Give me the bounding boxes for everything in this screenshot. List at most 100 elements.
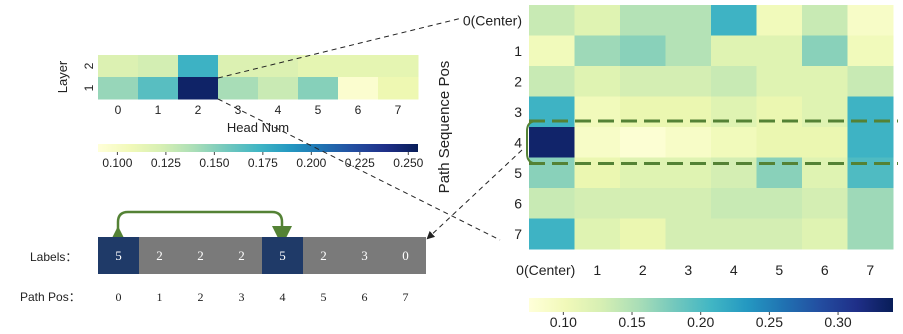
big-xtick: 1: [593, 262, 601, 278]
big-heatmap-cell: [711, 218, 757, 250]
label-cell: 5: [98, 237, 139, 274]
big-heatmap-cell: [756, 66, 803, 97]
small-xtick: 2: [195, 103, 202, 117]
big-colorbar: [529, 298, 893, 312]
small-heatmap-cell: [218, 77, 259, 100]
big-ylabel: Path Sequence Pos: [436, 61, 453, 194]
big-heatmap-cell: [847, 188, 894, 219]
path-pos-label: 1: [156, 290, 163, 304]
big-heatmap-cell: [711, 96, 757, 128]
small-xtick: 3: [235, 103, 242, 117]
path-pos-label: 2: [197, 290, 204, 304]
small-heatmap-cell: [378, 77, 419, 100]
big-heatmap-cell: [620, 218, 666, 250]
small-colorbar-tick: 0.225: [345, 156, 375, 170]
small-heatmap-cell: [138, 55, 179, 78]
small-xtick: 7: [395, 103, 402, 117]
small-ylabel: Layer: [55, 60, 70, 93]
big-heatmap-cell: [529, 127, 575, 158]
big-heatmap-cell: [711, 127, 757, 158]
big-heatmap-cell: [802, 127, 848, 158]
big-ytick: 2: [514, 73, 522, 89]
big-heatmap-cell: [620, 188, 666, 219]
big-heatmap-cell: [802, 35, 848, 67]
big-heatmap-cell: [756, 96, 803, 128]
big-heatmap-cell: [665, 127, 712, 158]
small-heatmap-cell: [258, 77, 299, 100]
big-ytick: 7: [514, 226, 522, 242]
small-xlabel: Head Num: [227, 120, 289, 135]
big-colorbar-tick: 0.10: [550, 314, 577, 330]
label-cell: 2: [221, 237, 262, 274]
small-colorbar-tick: 0.175: [248, 156, 278, 170]
big-heatmap-cell: [847, 5, 894, 36]
big-heatmap-cell: [665, 66, 712, 97]
big-heatmap-cell: [665, 5, 712, 36]
big-ytick: 4: [514, 134, 522, 150]
small-heatmap-cell: [378, 55, 419, 78]
relation-arrow: [108, 210, 292, 246]
label-cell: 3: [344, 237, 385, 274]
big-heatmap-cell: [620, 96, 666, 128]
small-heatmap-cell: [178, 55, 219, 78]
path-pos-label: 4: [279, 290, 286, 304]
big-heatmap-cell: [847, 66, 894, 97]
big-heatmap-cell: [711, 5, 757, 36]
small-colorbar: [98, 144, 418, 152]
small-heatmap-cell: [298, 77, 339, 100]
big-heatmap-cell: [802, 218, 848, 250]
big-heatmap-cell: [529, 5, 575, 36]
path-pos-title: Path Pos：: [20, 290, 81, 304]
big-heatmap-cell: [665, 188, 712, 219]
small-xtick: 1: [155, 103, 162, 117]
big-xtick: 7: [866, 262, 874, 278]
label-cell: 5: [262, 237, 303, 274]
big-heatmap-cell: [574, 5, 621, 36]
big-xtick: 5: [775, 262, 783, 278]
big-heatmap-cell: [802, 96, 848, 128]
label-cell: 0: [385, 237, 426, 274]
big-heatmap-cell: [574, 96, 621, 128]
big-heatmap-cell: [847, 35, 894, 67]
big-heatmap-cell: [574, 66, 621, 97]
big-heatmap-cell: [620, 5, 666, 36]
big-xtick: 0(Center): [516, 262, 575, 278]
big-heatmap-cell: [574, 35, 621, 67]
big-heatmap-cell: [711, 66, 757, 97]
small-colorbar-tick: 0.200: [296, 156, 326, 170]
label-cell: 2: [303, 237, 344, 274]
highlight-box-left: [526, 120, 538, 165]
big-colorbar-tick: 0.20: [687, 314, 714, 330]
big-heatmap-cell: [802, 66, 848, 97]
small-heatmap-cell: [178, 77, 219, 100]
big-heatmap-cell: [574, 218, 621, 250]
big-heatmap-cell: [711, 188, 757, 219]
big-heatmap-cell: [756, 188, 803, 219]
pointer-arrow: [426, 149, 523, 240]
label-cell: 2: [180, 237, 221, 274]
small-xtick: 0: [115, 103, 122, 117]
big-colorbar-tick: 0.30: [824, 314, 851, 330]
small-heatmap-cell: [338, 77, 379, 100]
big-colorbar-tick: 0.15: [618, 314, 645, 330]
big-heatmap-cell: [529, 66, 575, 97]
small-ytick: 1: [82, 84, 96, 91]
big-heatmap-cell: [756, 218, 803, 250]
big-xtick: 3: [684, 262, 692, 278]
big-heatmap-cell: [574, 127, 621, 158]
small-ytick: 2: [82, 62, 96, 69]
small-heatmap-cell: [98, 77, 139, 100]
big-heatmap-cell: [665, 96, 712, 128]
small-heatmap-cell: [218, 55, 259, 78]
big-heatmap-cell: [529, 188, 575, 219]
small-xtick: 5: [315, 103, 322, 117]
small-heatmap-cell: [298, 55, 339, 78]
big-ytick: 6: [514, 195, 522, 211]
big-xtick: 6: [821, 262, 829, 278]
small-heatmap-cell: [338, 55, 379, 78]
path-pos-label: 6: [361, 290, 368, 304]
small-xtick: 6: [355, 103, 362, 117]
small-heatmap-cell: [98, 55, 139, 78]
label-cell: 2: [139, 237, 180, 274]
